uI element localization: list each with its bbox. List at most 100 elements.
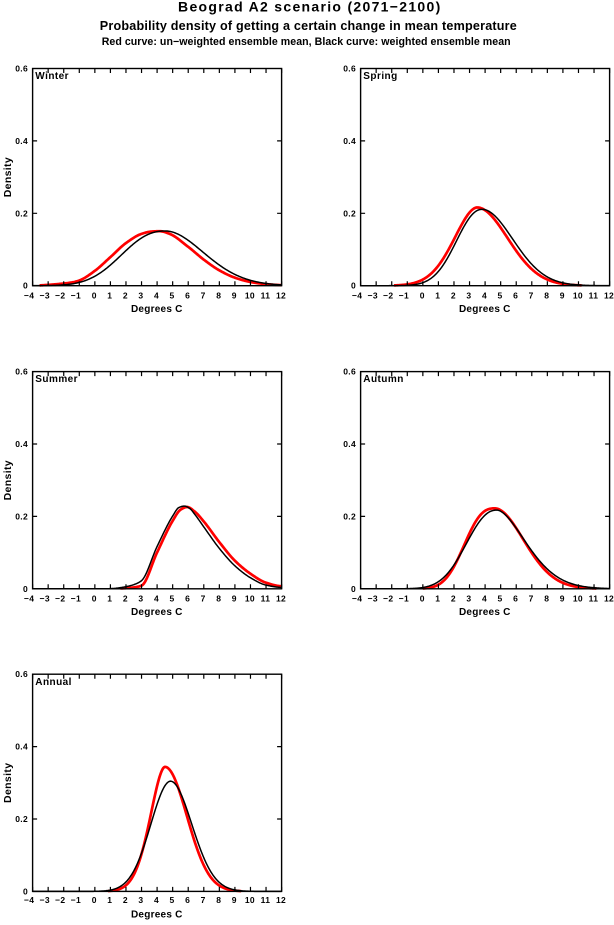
svg-text:7: 7 bbox=[201, 291, 206, 301]
svg-text:Density: Density bbox=[2, 763, 14, 803]
svg-text:6: 6 bbox=[513, 291, 518, 301]
svg-text:7: 7 bbox=[201, 593, 206, 603]
svg-text:5: 5 bbox=[170, 895, 175, 905]
svg-text:6: 6 bbox=[185, 593, 190, 603]
svg-text:−1: −1 bbox=[399, 593, 409, 603]
svg-text:0: 0 bbox=[23, 886, 28, 896]
svg-text:0.6: 0.6 bbox=[343, 64, 356, 74]
svg-text:Beograd A2 scenario (2071−2100: Beograd A2 scenario (2071−2100) bbox=[178, 0, 442, 15]
svg-text:−2: −2 bbox=[383, 593, 393, 603]
svg-text:0: 0 bbox=[92, 593, 97, 603]
svg-text:9: 9 bbox=[232, 593, 237, 603]
svg-text:−3: −3 bbox=[368, 593, 378, 603]
svg-text:9: 9 bbox=[232, 291, 237, 301]
svg-text:−2: −2 bbox=[55, 291, 65, 301]
svg-text:8: 8 bbox=[544, 593, 549, 603]
svg-text:Degrees C: Degrees C bbox=[131, 304, 183, 315]
svg-text:3: 3 bbox=[466, 291, 471, 301]
svg-text:−4: −4 bbox=[24, 291, 34, 301]
svg-text:11: 11 bbox=[261, 895, 271, 905]
svg-text:−4: −4 bbox=[24, 895, 34, 905]
svg-text:0.4: 0.4 bbox=[343, 439, 356, 449]
svg-text:6: 6 bbox=[185, 895, 190, 905]
svg-text:−2: −2 bbox=[55, 895, 65, 905]
svg-text:1: 1 bbox=[107, 291, 112, 301]
svg-text:10: 10 bbox=[245, 291, 255, 301]
svg-text:−4: −4 bbox=[24, 593, 34, 603]
svg-text:Degrees C: Degrees C bbox=[131, 909, 183, 920]
svg-text:Annual: Annual bbox=[35, 677, 72, 688]
svg-text:7: 7 bbox=[529, 593, 534, 603]
svg-text:0.2: 0.2 bbox=[343, 208, 356, 218]
svg-text:0: 0 bbox=[92, 895, 97, 905]
svg-text:0.6: 0.6 bbox=[343, 367, 356, 377]
svg-text:3: 3 bbox=[138, 291, 143, 301]
svg-text:0.4: 0.4 bbox=[15, 439, 28, 449]
svg-text:−1: −1 bbox=[71, 291, 81, 301]
svg-text:10: 10 bbox=[573, 593, 583, 603]
svg-text:9: 9 bbox=[232, 895, 237, 905]
svg-text:0: 0 bbox=[420, 291, 425, 301]
svg-text:0.2: 0.2 bbox=[343, 511, 356, 521]
svg-text:11: 11 bbox=[261, 593, 271, 603]
svg-text:8: 8 bbox=[216, 291, 221, 301]
svg-text:11: 11 bbox=[261, 291, 271, 301]
svg-text:5: 5 bbox=[170, 593, 175, 603]
svg-text:−1: −1 bbox=[71, 895, 81, 905]
svg-text:10: 10 bbox=[573, 291, 583, 301]
svg-text:Degrees C: Degrees C bbox=[131, 607, 183, 618]
svg-text:0.2: 0.2 bbox=[15, 208, 28, 218]
svg-text:−1: −1 bbox=[399, 291, 409, 301]
svg-text:10: 10 bbox=[245, 593, 255, 603]
svg-text:−3: −3 bbox=[368, 291, 378, 301]
svg-text:9: 9 bbox=[560, 593, 565, 603]
svg-text:Probability density of getting: Probability density of getting a certain… bbox=[100, 19, 517, 33]
svg-text:Winter: Winter bbox=[35, 71, 69, 82]
svg-text:Density: Density bbox=[2, 157, 14, 197]
svg-text:4: 4 bbox=[154, 895, 159, 905]
svg-text:0.6: 0.6 bbox=[15, 367, 28, 377]
svg-text:0.4: 0.4 bbox=[15, 742, 28, 752]
svg-text:4: 4 bbox=[154, 593, 159, 603]
svg-text:12: 12 bbox=[604, 291, 614, 301]
svg-text:8: 8 bbox=[544, 291, 549, 301]
svg-text:7: 7 bbox=[201, 895, 206, 905]
svg-text:0: 0 bbox=[351, 584, 356, 594]
svg-text:−3: −3 bbox=[40, 895, 50, 905]
svg-text:5: 5 bbox=[498, 593, 503, 603]
svg-text:0: 0 bbox=[23, 281, 28, 291]
svg-text:2: 2 bbox=[451, 291, 456, 301]
svg-text:8: 8 bbox=[216, 593, 221, 603]
svg-text:−4: −4 bbox=[352, 291, 362, 301]
svg-text:12: 12 bbox=[276, 291, 286, 301]
svg-text:4: 4 bbox=[482, 593, 487, 603]
svg-text:1: 1 bbox=[107, 593, 112, 603]
svg-text:Red curve: un−weighted ensembl: Red curve: un−weighted ensemble mean, Bl… bbox=[102, 36, 511, 48]
svg-text:10: 10 bbox=[245, 895, 255, 905]
svg-text:12: 12 bbox=[276, 895, 286, 905]
svg-text:5: 5 bbox=[170, 291, 175, 301]
svg-text:Summer: Summer bbox=[35, 374, 78, 385]
svg-text:2: 2 bbox=[123, 593, 128, 603]
svg-text:0.4: 0.4 bbox=[15, 136, 28, 146]
svg-text:1: 1 bbox=[107, 895, 112, 905]
svg-text:5: 5 bbox=[498, 291, 503, 301]
svg-text:Degrees C: Degrees C bbox=[459, 607, 511, 618]
svg-text:−4: −4 bbox=[352, 593, 362, 603]
svg-text:11: 11 bbox=[589, 291, 599, 301]
svg-text:−2: −2 bbox=[55, 593, 65, 603]
svg-text:4: 4 bbox=[482, 291, 487, 301]
svg-text:−3: −3 bbox=[40, 291, 50, 301]
svg-text:3: 3 bbox=[466, 593, 471, 603]
svg-text:−2: −2 bbox=[383, 291, 393, 301]
svg-text:3: 3 bbox=[138, 895, 143, 905]
svg-text:0: 0 bbox=[92, 291, 97, 301]
svg-text:0: 0 bbox=[351, 281, 356, 291]
svg-text:6: 6 bbox=[513, 593, 518, 603]
svg-text:9: 9 bbox=[560, 291, 565, 301]
svg-text:11: 11 bbox=[589, 593, 599, 603]
svg-text:0.2: 0.2 bbox=[15, 511, 28, 521]
svg-text:Density: Density bbox=[2, 460, 14, 500]
svg-text:1: 1 bbox=[435, 291, 440, 301]
svg-text:Spring: Spring bbox=[363, 71, 397, 82]
